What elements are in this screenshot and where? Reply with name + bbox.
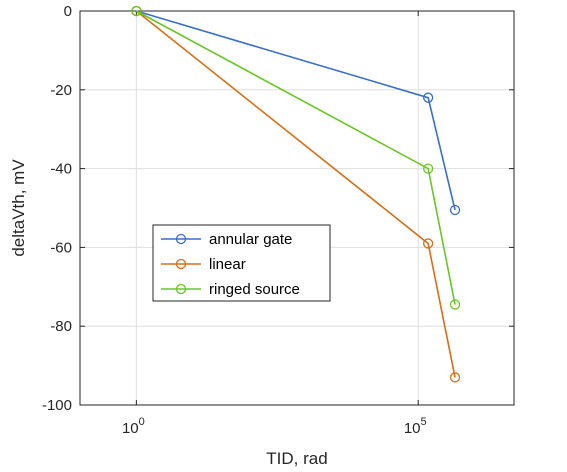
y-axis: 0 -20 -40 -60 -80 -100 xyxy=(42,3,514,414)
series-linear xyxy=(131,5,461,383)
data-point xyxy=(423,92,434,103)
series-ringed-source xyxy=(131,5,461,310)
data-point xyxy=(449,372,461,383)
legend-label: ringed source xyxy=(209,281,300,298)
legend: annular gate linear ringed source xyxy=(152,224,331,302)
data-point xyxy=(423,238,434,249)
series-annular-gate xyxy=(131,5,461,216)
data-point xyxy=(449,299,461,310)
y-tick-label: -40 xyxy=(50,161,72,178)
x-axis-label: TID, rad xyxy=(266,449,327,468)
series-line xyxy=(136,10,456,211)
y-tick-label: -80 xyxy=(50,318,72,335)
legend-swatch-marker xyxy=(175,283,187,295)
y-tick-label: -60 xyxy=(50,239,72,256)
legend-label: annular gate xyxy=(209,231,292,248)
y-tick-label: -20 xyxy=(50,82,72,99)
data-point xyxy=(449,204,461,216)
y-tick-label: -100 xyxy=(42,397,72,414)
series-layer xyxy=(131,5,461,383)
plot-frame xyxy=(79,10,515,406)
series-line xyxy=(135,10,456,305)
data-point xyxy=(423,163,434,174)
data-point xyxy=(131,5,142,17)
legend-label: linear xyxy=(209,256,246,273)
legend-swatch-marker xyxy=(175,233,187,245)
y-tick-label: 0 xyxy=(64,3,72,20)
series-line xyxy=(135,10,456,378)
x-tick-label: 100 xyxy=(122,416,145,437)
legend-entry: ringed source xyxy=(161,281,300,298)
x-tick-label: 105 xyxy=(404,416,427,437)
legend-entry: annular gate xyxy=(161,231,292,248)
legend-entry: linear xyxy=(161,256,246,273)
legend-swatch-marker xyxy=(175,258,187,270)
y-axis-label: deltaVth, mV xyxy=(9,159,28,257)
x-axis: 100 105 xyxy=(122,11,427,437)
